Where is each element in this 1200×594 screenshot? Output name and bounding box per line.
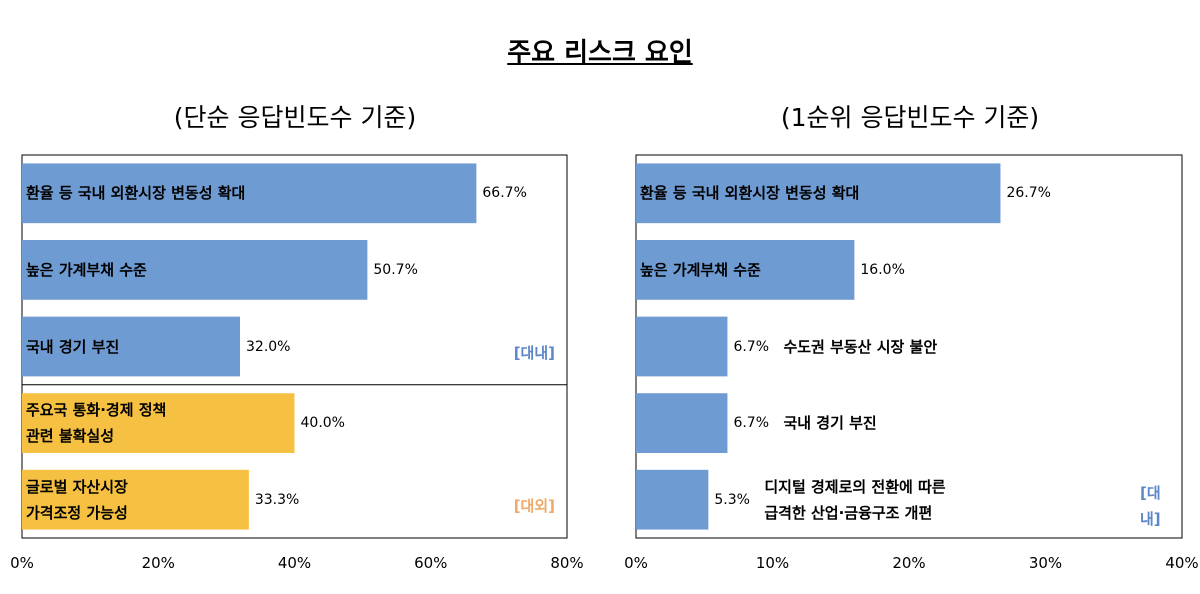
value-label: 16.0% bbox=[860, 261, 905, 278]
value-label: 66.7% bbox=[482, 185, 527, 202]
x-tick-label: 0% bbox=[10, 554, 34, 572]
x-tick-label: 20% bbox=[141, 554, 175, 572]
value-label: 40.0% bbox=[300, 415, 345, 432]
x-tick-label: 60% bbox=[414, 554, 448, 572]
bar bbox=[636, 469, 709, 530]
category-label: 국내 경기 부진 bbox=[783, 414, 877, 433]
category-label: 환율 등 국내 외환시장 변동성 확대 bbox=[26, 184, 246, 203]
bar bbox=[636, 240, 855, 300]
group-label: [대내] bbox=[513, 343, 555, 362]
subtitle: (단순 응답빈도수 기준) bbox=[173, 103, 417, 132]
value-label: 50.7% bbox=[373, 261, 418, 278]
bar bbox=[636, 393, 728, 453]
value-label: 33.3% bbox=[254, 491, 300, 508]
value-label: 6.7% bbox=[733, 415, 770, 432]
category-label: 높은 가계부채 수준 bbox=[640, 260, 761, 279]
value-label: 32.0% bbox=[246, 338, 291, 355]
x-tick-label: 20% bbox=[892, 554, 926, 572]
category-label: 환율 등 국내 외환시장 변동성 확대 bbox=[640, 184, 860, 203]
value-label: 5.3% bbox=[714, 491, 750, 508]
category-label: 글로벌 자산시장 가격조정 가능성 bbox=[26, 477, 128, 522]
subtitle: (1순위 응답빈도수 기준) bbox=[780, 103, 1040, 132]
group-label: [대외] bbox=[513, 496, 555, 515]
title: 주요 리스크 요인 bbox=[507, 38, 693, 68]
x-tick-label: 80% bbox=[550, 554, 584, 572]
bar bbox=[22, 469, 249, 530]
x-tick-label: 40% bbox=[1165, 554, 1199, 572]
x-tick-label: 0% bbox=[624, 554, 648, 572]
x-tick-label: 10% bbox=[755, 554, 790, 572]
value-label: 6.7% bbox=[733, 338, 770, 355]
x-tick-label: 30% bbox=[1028, 554, 1063, 572]
bar bbox=[636, 163, 1001, 224]
category-label: 높은 가계부채 수준 bbox=[26, 260, 147, 279]
category-label: 국내 경기 부진 bbox=[26, 337, 120, 356]
category-label: 디지털 경제로의 전환에 따른 급격한 산업·금융구조 개편 bbox=[764, 477, 946, 522]
value-label: 26.7% bbox=[1006, 185, 1051, 202]
x-tick-label: 40% bbox=[277, 554, 312, 572]
category-label: 주요국 통화·경제 정책 관련 불확실성 bbox=[26, 401, 167, 446]
group-label: [대내] bbox=[1140, 483, 1161, 528]
bar bbox=[22, 393, 295, 453]
bar bbox=[22, 240, 368, 300]
category-label: 수도권 부동산 시장 불안 bbox=[783, 337, 938, 356]
bar bbox=[636, 316, 728, 377]
bar bbox=[22, 163, 477, 224]
bar bbox=[22, 316, 240, 377]
